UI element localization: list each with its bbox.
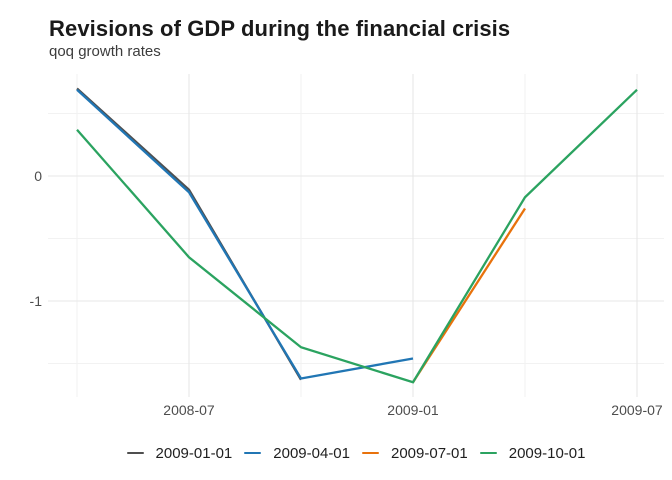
legend-swatch-2009-07-01	[362, 451, 379, 455]
legend-label: 2009-01-01	[155, 444, 233, 462]
y-axis-tick-label: 0	[34, 168, 42, 184]
legend-item-2009-07-01: 2009-07-01	[362, 445, 468, 462]
legend-swatch-2009-01-01	[126, 451, 144, 455]
legend-label: 2009-04-01	[273, 444, 350, 462]
x-axis-tick-label: 2009-01	[387, 402, 439, 418]
x-axis-tick-label: 2008-07	[163, 402, 215, 418]
chart-title: Revisions of GDP during the financial cr…	[49, 16, 511, 41]
legend-item-2009-10-01: 2009-10-01	[479, 444, 586, 462]
chart-header: Revisions of GDP during the financial cr…	[49, 16, 510, 61]
legend-swatch-2009-04-01	[244, 451, 262, 455]
legend-label: 2009-10-01	[508, 444, 586, 462]
x-axis-tick-label: 2009-07	[611, 402, 663, 418]
chart-subtitle: qoq growth rates	[49, 43, 161, 60]
legend-label: 2009-07-01	[391, 444, 468, 462]
legend-item-2009-01-01: 2009-01-01	[126, 444, 233, 462]
series-line-2009-10-01	[76, 88, 638, 384]
legend: 2009-01-01 2009-04-01 2009-07-01 2009-10-01	[48, 442, 664, 464]
legend-swatch-2009-10-01	[479, 451, 497, 455]
legend-item-2009-04-01: 2009-04-01	[244, 445, 350, 462]
series-line-2009-04-01	[76, 88, 414, 380]
y-axis-tick-label: -1	[30, 293, 43, 309]
